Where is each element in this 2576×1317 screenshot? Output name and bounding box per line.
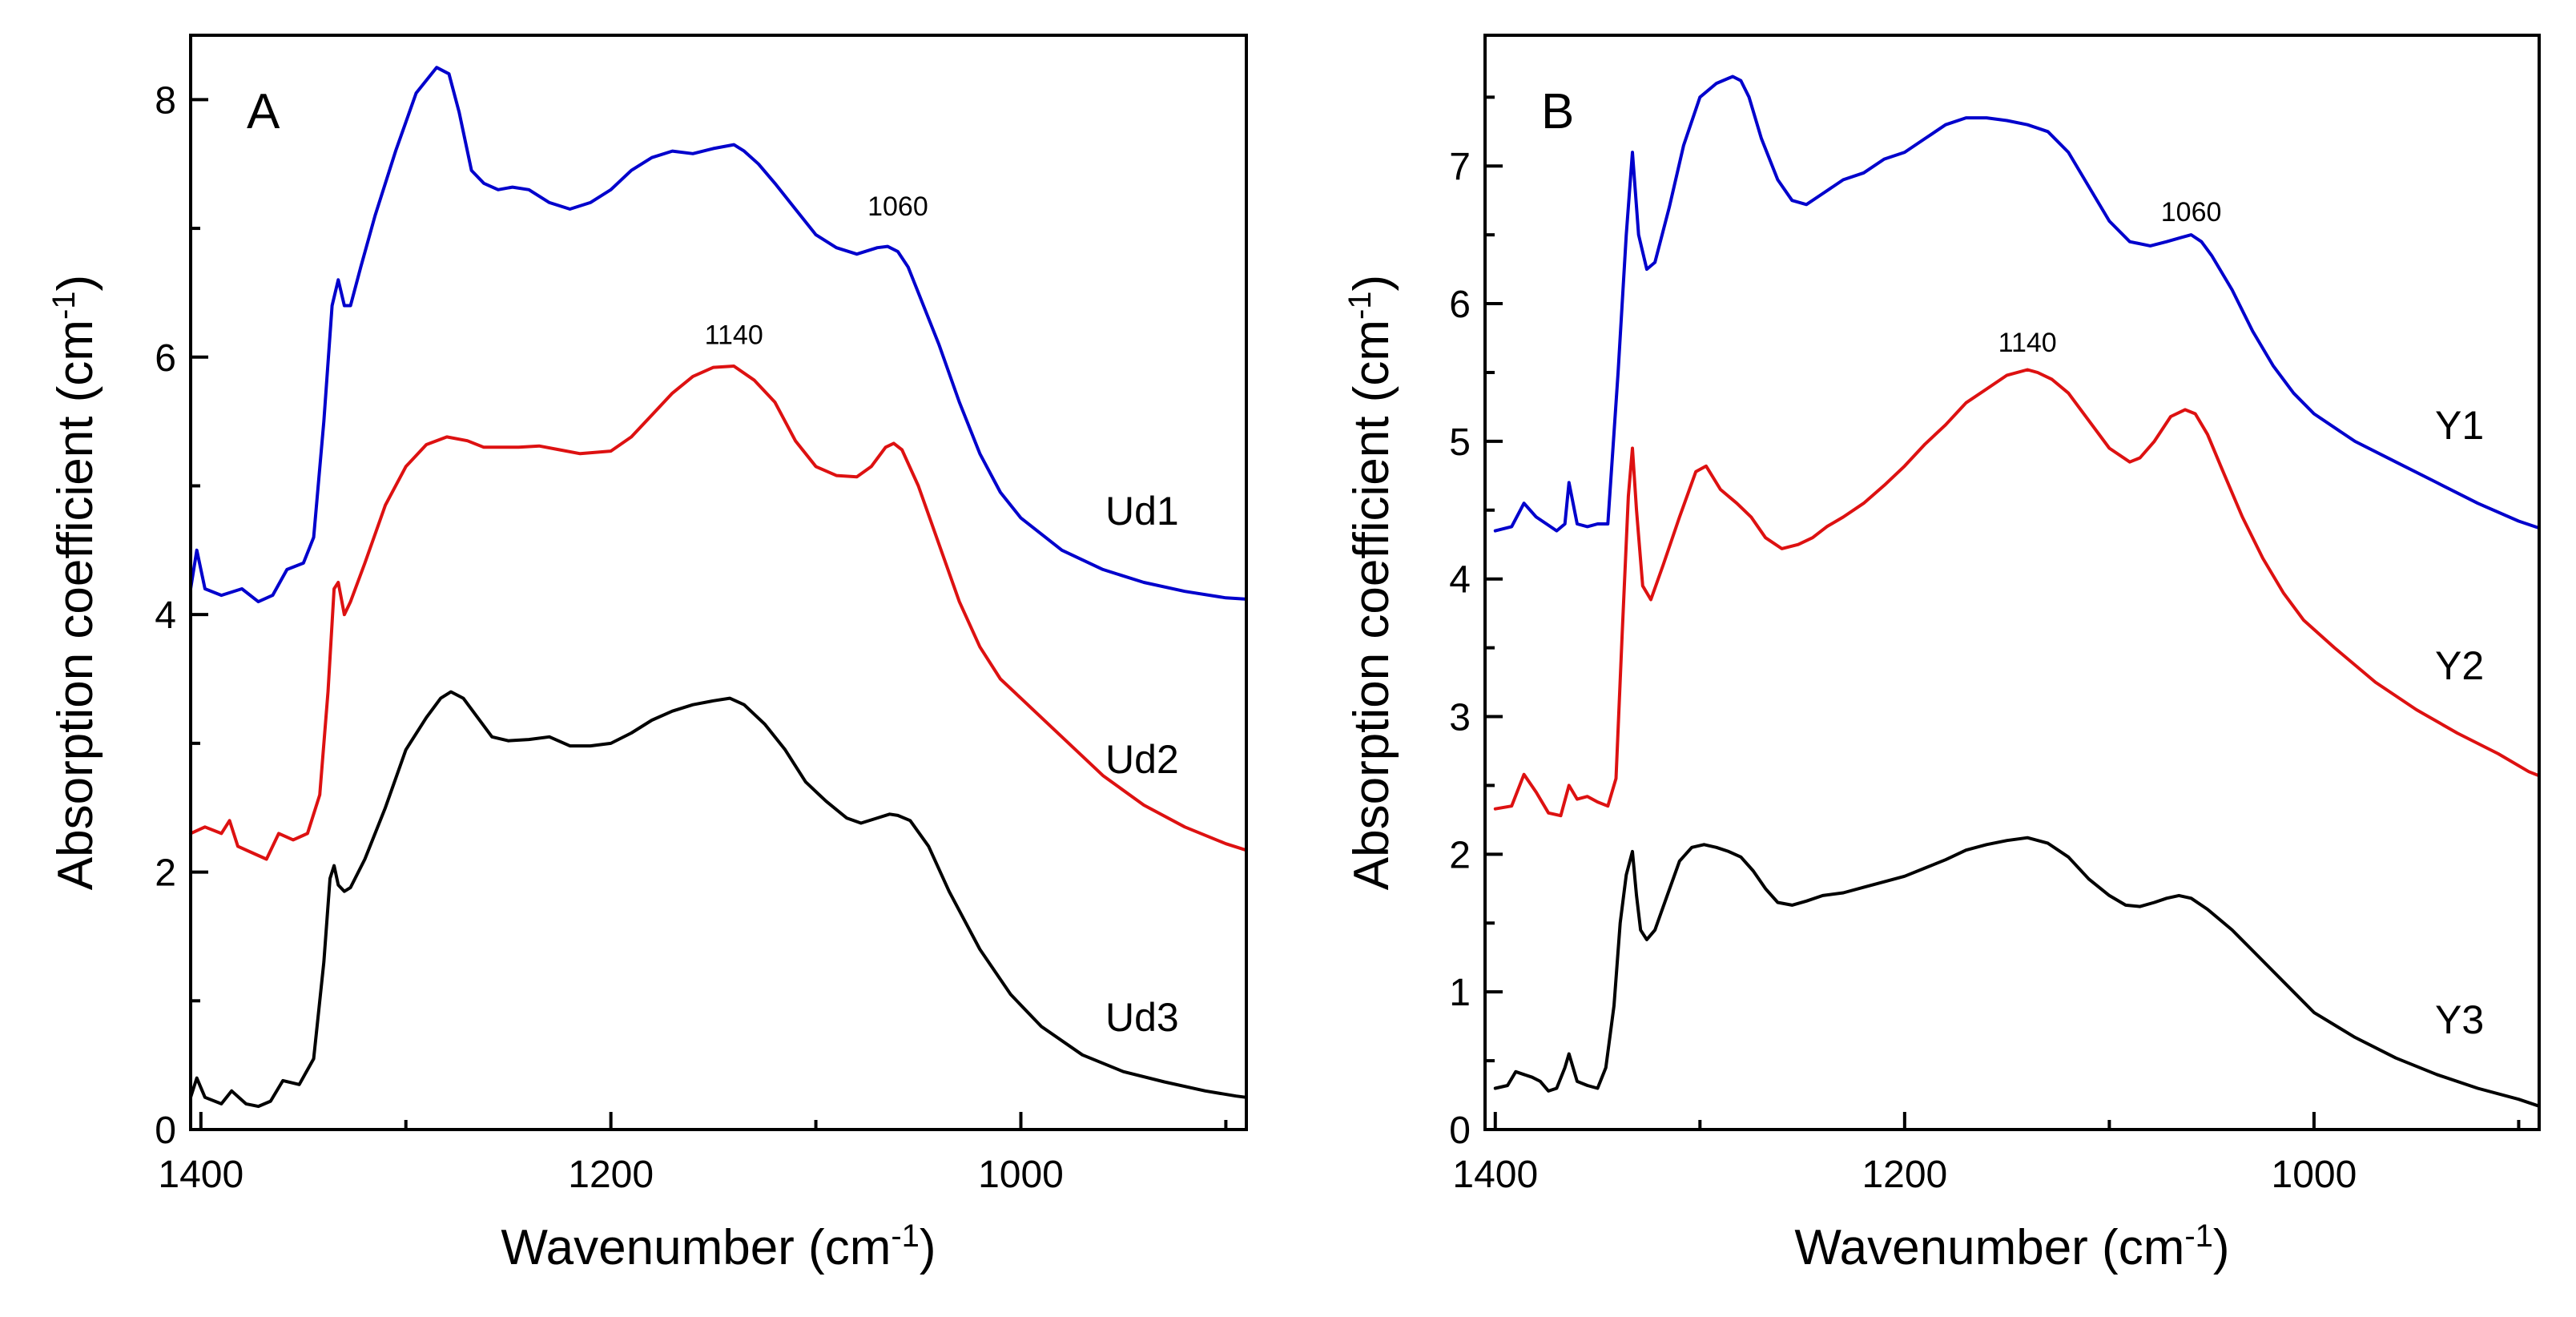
panel-b-y-tick-label-4: 4	[1449, 559, 1471, 602]
panel-a-y-tick-label-0: 0	[155, 1110, 176, 1152]
panel-a-y-tick-label-2: 2	[155, 852, 176, 895]
panel-a-plot-area: 1400 1200 1000 0 2 4 6 8 1060 1140 Ud1 Ud2 Ud3	[155, 34, 1248, 1196]
panel-a-series-ud1-line	[189, 66, 1248, 604]
panel-b-frame	[1483, 34, 2541, 1131]
panel-a-y-tick-label-6: 6	[155, 337, 176, 380]
panel-a-series-label-ud2: Ud2	[1105, 737, 1179, 782]
panel-a-y-axis-title-tail: )	[48, 275, 103, 292]
panel-a-y-axis-title-sup: -1	[46, 291, 82, 320]
panel-b-y-axis-title-tail: )	[1344, 275, 1399, 292]
panel-a-series-label-ud3: Ud3	[1105, 995, 1179, 1040]
panel-b-y-axis-title-main: Absorption coefficient (cm	[1344, 320, 1399, 890]
panel-b-plot-area: 1400 1200 1000 0 1 2 3 4 5 6 7 1060 1140 Y1 Y2 Y3	[1449, 34, 2541, 1196]
panel-a-y-tick-label-8: 8	[155, 79, 176, 122]
panel-b-series-label-y3: Y3	[2435, 997, 2484, 1042]
panel-b-series-y1-line	[1493, 75, 2541, 533]
panel-b-series-group	[1493, 75, 2541, 1108]
panel-b-series-y3-line	[1493, 836, 2541, 1108]
panel-a-y-tick-label-4: 4	[155, 594, 176, 637]
panel-b-peak-label-1140: 1140	[1998, 328, 2057, 358]
panel-b-letter: B	[1541, 84, 1574, 139]
panel-b-tick-labels: 1400 1200 1000 0 1 2 3 4 5 6 7	[1449, 146, 2357, 1196]
panel-b-series-labels: Y1 Y2 Y3	[2435, 403, 2484, 1042]
panel-a-series-ud3-line	[189, 690, 1248, 1109]
panel-b-y-tick-label-1: 1	[1449, 972, 1471, 1014]
panel-b-series-y2-line	[1493, 368, 2541, 818]
panel-a-ticks	[191, 98, 1228, 1131]
panel-b-x-tick-label-1400: 1400	[1452, 1154, 1538, 1196]
panel-a-x-axis-title-tail: )	[920, 1220, 936, 1275]
panel-a-letter: A	[247, 84, 280, 139]
panel-b-y-tick-label-6: 6	[1449, 284, 1471, 326]
panel-b-y-tick-label-2: 2	[1449, 834, 1471, 876]
panel-a-tick-labels: 1400 1200 1000 0 2 4 6 8	[155, 79, 1064, 1196]
panel-b-series-label-y2: Y2	[2435, 643, 2484, 688]
panel-b-series-label-y1: Y1	[2435, 403, 2484, 448]
panel-a-x-tick-label-1000: 1000	[978, 1154, 1064, 1196]
panel-a-y-axis-title-main: Absorption coefficient (cm	[48, 320, 103, 890]
panel-b-y-axis-title: Absorption coefficient (cm-1)	[1342, 275, 1399, 890]
panel-b-y-tick-label-7: 7	[1449, 146, 1471, 188]
panel-b-x-tick-label-1000: 1000	[2272, 1154, 2357, 1196]
panel-a-frame	[189, 34, 1248, 1131]
panel-b: 1400 1200 1000 0 1 2 3 4 5 6 7 1060 1140 Y1 Y2 Y3 B W…	[1342, 34, 2541, 1275]
panel-b-x-axis-title-tail: )	[2213, 1220, 2230, 1275]
panel-b-x-axis-title-sup: -1	[2184, 1218, 2213, 1254]
panel-b-ticks	[1485, 95, 2521, 1131]
panel-a-series-label-ud1: Ud1	[1105, 489, 1179, 534]
panel-b-annotations: 1060 1140	[1998, 197, 2222, 358]
panel-a-y-axis-title: Absorption coefficient (cm-1)	[46, 275, 103, 890]
panel-b-peak-label-1060: 1060	[2161, 197, 2222, 228]
panel-a-peak-label-1140: 1140	[705, 320, 763, 351]
panel-a-series-labels: Ud1 Ud2 Ud3	[1105, 489, 1179, 1040]
panel-b-x-axis-title: Wavenumber (cm-1)	[1794, 1218, 2229, 1275]
panel-a-x-axis-title-main: Wavenumber (cm	[501, 1220, 891, 1275]
panel-a-x-tick-label-1200: 1200	[568, 1154, 654, 1196]
panel-a-peak-label-1060: 1060	[867, 191, 928, 222]
panel-b-y-tick-label-5: 5	[1449, 421, 1471, 464]
panel-a-x-axis-title-sup: -1	[891, 1218, 920, 1254]
panel-a-series-group	[189, 66, 1248, 1109]
panel-a-x-axis-title: Wavenumber (cm-1)	[501, 1218, 936, 1275]
panel-a-annotations: 1060 1140	[705, 191, 928, 351]
panel-a-series-ud2-line	[189, 364, 1248, 861]
panel-b-x-axis-title-main: Wavenumber (cm	[1794, 1220, 2184, 1275]
panel-b-x-tick-label-1200: 1200	[1862, 1154, 1947, 1196]
panel-b-y-axis-title-sup: -1	[1342, 291, 1378, 320]
panel-b-y-tick-label-3: 3	[1449, 697, 1471, 739]
panel-a: 1400 1200 1000 0 2 4 6 8 1060 1140 Ud1 Ud2 Ud3 A W…	[46, 34, 1248, 1275]
panel-b-y-tick-label-0: 0	[1449, 1110, 1471, 1152]
panel-a-x-tick-label-1400: 1400	[158, 1154, 244, 1196]
